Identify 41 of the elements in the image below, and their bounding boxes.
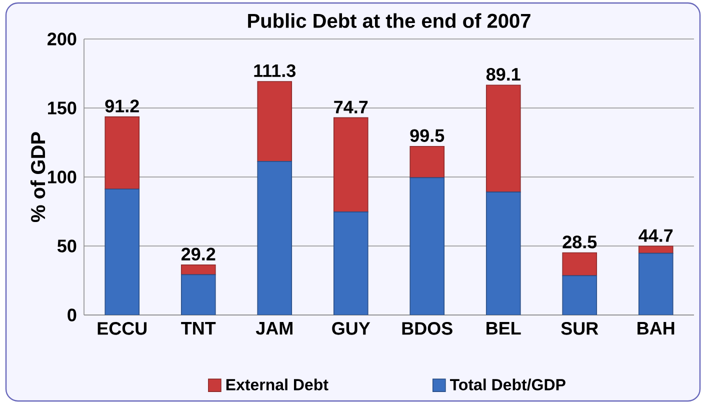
- bar: [333, 212, 368, 315]
- x-tick-label: ECCU: [98, 322, 147, 335]
- bar: [104, 188, 140, 315]
- annotation: 44.7: [638, 229, 673, 242]
- x-tick-label: SUR: [561, 322, 598, 335]
- x-tick-label: JAM: [256, 322, 292, 335]
- bar: [486, 192, 521, 315]
- x-tick-label: TNT: [181, 322, 216, 334]
- annotation: 74.7: [334, 100, 368, 114]
- bar: [638, 246, 674, 254]
- y-tick-label: 200: [48, 32, 76, 46]
- bar: [410, 146, 445, 178]
- bar: [257, 161, 292, 315]
- annotation: 111.3: [254, 64, 296, 78]
- annotation: 28.5: [562, 236, 597, 248]
- annotation: 89.1: [486, 68, 520, 81]
- y-tick-label: 150: [48, 102, 76, 114]
- y-tick-label: 50: [57, 240, 76, 252]
- y-axis-title: % of GDP: [30, 132, 46, 222]
- bar: [257, 81, 292, 162]
- chart-title: Public Debt at the end of 2007: [248, 13, 530, 28]
- legend-label: Total Debt/GDP: [450, 378, 566, 391]
- bar: [180, 264, 216, 276]
- x-tick-label: GUY: [332, 322, 370, 335]
- bar: [486, 84, 521, 192]
- bar: [180, 274, 216, 315]
- bar: [638, 252, 674, 315]
- bar: [410, 177, 445, 315]
- bar: [333, 117, 368, 212]
- bar: [562, 275, 598, 315]
- annotation: 99.5: [410, 129, 444, 142]
- bar: [562, 252, 598, 276]
- bar: [104, 116, 140, 190]
- y-tick-label: 100: [48, 170, 76, 184]
- y-tick-label: 0: [68, 308, 76, 322]
- legend-label: External Debt: [226, 378, 328, 390]
- annotation: 29.2: [181, 248, 216, 261]
- annotation: 91.2: [105, 100, 139, 112]
- x-tick-label: BAH: [638, 322, 674, 334]
- x-tick-label: BEL: [486, 322, 521, 334]
- x-tick-label: BDOS: [402, 322, 452, 335]
